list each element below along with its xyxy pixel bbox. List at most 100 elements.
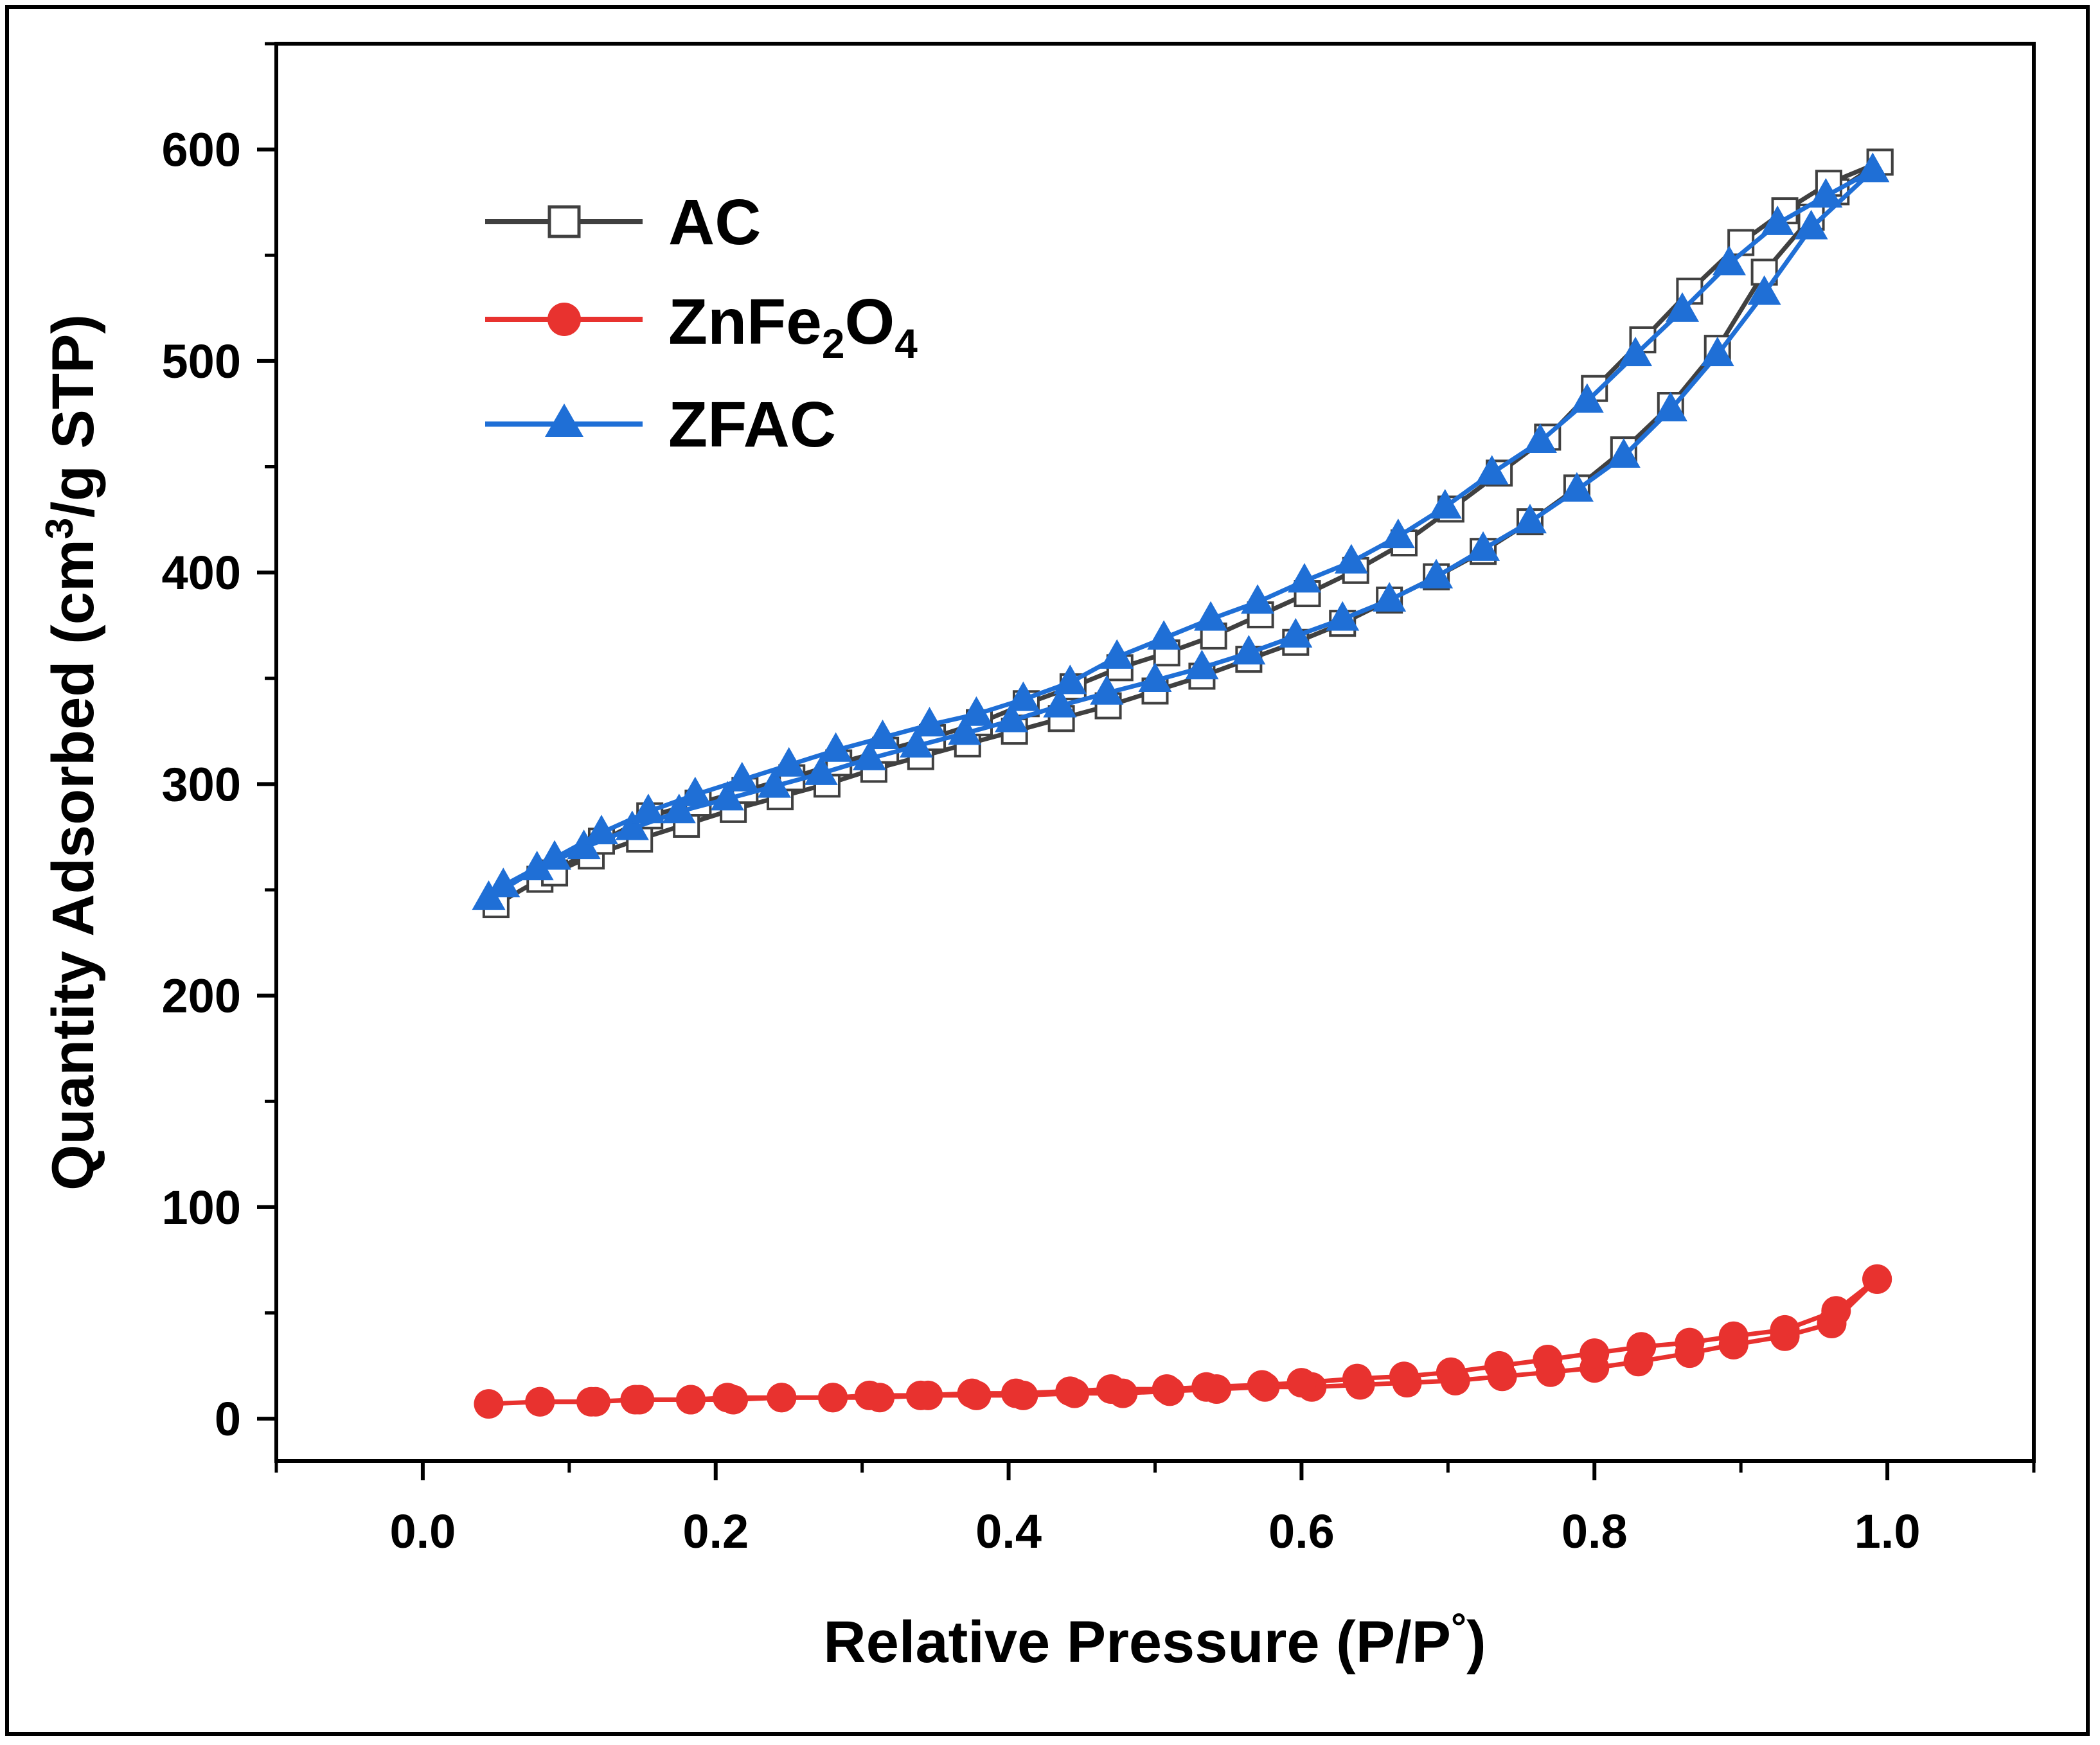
data-point-zfac-desorption — [1428, 489, 1462, 519]
legend-label-znfe2o4-main: ZnFe — [668, 286, 822, 358]
data-point-zfac-desorption — [772, 747, 806, 777]
data-point-znfe2o4-desorption — [1389, 1361, 1419, 1392]
y-axis-title: Quantity Adsorbed (cm3/g STP) — [38, 314, 106, 1191]
figure-frame — [5, 5, 2090, 1736]
y-axis-title-tail: /g STP) — [40, 314, 106, 518]
data-point-zfac-desorption — [1287, 563, 1321, 593]
data-point-znfe2o4-adsorption — [474, 1389, 504, 1419]
data-point-zfac-adsorption — [1185, 650, 1219, 680]
data-point-znfe2o4-desorption — [576, 1386, 607, 1417]
data-point-zfac-adsorption — [1279, 617, 1313, 648]
data-point-zfac-adsorption — [1700, 337, 1734, 367]
data-point-zfac-desorption — [1006, 681, 1040, 711]
legend-label-znfe2o4-mid: O — [844, 286, 894, 358]
y-axis-title-superscript: 3 — [38, 518, 81, 539]
y-tick-label: 600 — [162, 123, 241, 177]
y-tick-label: 200 — [162, 970, 241, 1023]
data-point-znfe2o4-desorption — [676, 1385, 706, 1415]
series-zfac — [472, 152, 1890, 910]
x-axis-title-main: Relative Pressure (P/P — [823, 1609, 1451, 1675]
data-point-znfe2o4-desorption — [1152, 1374, 1182, 1404]
legend-label-ac: AC — [668, 186, 761, 258]
data-point-zfac-adsorption — [1466, 531, 1500, 561]
data-point-znfe2o4-desorption — [1096, 1374, 1126, 1404]
data-point-zfac-desorption — [1712, 245, 1746, 276]
data-point-zfac-adsorption — [1373, 581, 1407, 612]
data-point-zfac-desorption — [866, 719, 900, 749]
data-point-zfac-desorption — [1475, 455, 1509, 485]
legend-entry-znfe2o4: ZnFe2O4 — [485, 286, 918, 367]
data-point-zfac-adsorption — [1747, 275, 1781, 305]
data-point-zfac-adsorption — [757, 768, 791, 798]
data-point-zfac-adsorption — [995, 702, 1029, 732]
data-point-zfac-desorption — [1809, 178, 1843, 208]
data-point-znfe2o4-desorption — [1191, 1372, 1222, 1402]
data-point-znfe2o4-desorption — [1533, 1344, 1563, 1374]
y-tick-label: 100 — [162, 1181, 241, 1234]
data-point-zfac-desorption — [725, 761, 759, 792]
data-point-zfac-desorption — [486, 867, 521, 898]
x-tick-label: 0.2 — [682, 1505, 749, 1558]
data-point-znfe2o4-desorption — [525, 1386, 555, 1417]
data-point-zfac-desorption — [959, 696, 993, 726]
axis-ticks: 0.0 0.2 0.4 0.6 0.8 1.0 0 100 200 300 400 500 600 — [162, 42, 2036, 1558]
data-point-zfac-adsorption — [567, 829, 601, 860]
data-point-zfac-adsorption — [662, 793, 696, 824]
data-point-zfac-desorption — [584, 815, 618, 845]
data-point-zfac-adsorption — [1090, 675, 1124, 705]
data-point-znfe2o4-desorption — [818, 1383, 848, 1413]
data-point-znfe2o4-desorption — [905, 1380, 936, 1410]
y-tick-label: 300 — [162, 757, 241, 811]
data-point-zfac-adsorption — [520, 851, 554, 881]
data-point-zfac-desorption — [538, 840, 572, 870]
data-point-znfe2o4-desorption — [1718, 1321, 1749, 1351]
x-axis-title-superscript: ° — [1451, 1606, 1466, 1649]
data-point-znfe2o4-desorption — [767, 1383, 797, 1413]
legend-marker-ac — [547, 205, 581, 238]
data-point-znfe2o4-desorption — [1436, 1357, 1466, 1387]
data-point-znfe2o4-desorption — [1862, 1264, 1892, 1294]
data-point-zfac-desorption — [1523, 423, 1557, 453]
data-point-zfac-adsorption — [710, 781, 744, 811]
data-point-zfac-desorption — [1761, 205, 1795, 235]
legend-label-zfac: ZFAC — [668, 389, 836, 461]
legend-label-znfe2o4: ZnFe2O4 — [668, 286, 918, 367]
data-point-zfac-desorption — [1147, 620, 1181, 650]
data-point-zfac-adsorption — [899, 728, 933, 758]
data-point-zfac-desorption — [1194, 601, 1228, 631]
legend-label-ac-main: AC — [668, 186, 761, 258]
data-point-znfe2o4-desorption — [1001, 1378, 1031, 1408]
data-point-znfe2o4-desorption — [1286, 1368, 1317, 1398]
data-point-zfac-adsorption — [1138, 662, 1172, 693]
data-point-zfac-desorption — [1856, 152, 1890, 182]
x-tick-label: 0.4 — [975, 1505, 1042, 1558]
data-point-zfac-adsorption — [853, 740, 887, 770]
data-point-zfac-adsorption — [1513, 504, 1547, 534]
y-tick-label: 500 — [162, 335, 241, 388]
data-point-zfac-adsorption — [804, 755, 838, 785]
data-point-zfac-adsorption — [1326, 601, 1360, 631]
x-tick-label: 0.0 — [389, 1505, 456, 1558]
y-tick-label: 400 — [162, 546, 241, 599]
data-point-zfac-adsorption — [1232, 635, 1266, 665]
data-point-zfac-adsorption — [1606, 438, 1641, 468]
data-point-zfac-desorption — [1053, 664, 1087, 695]
data-point-zfac-adsorption — [1560, 472, 1594, 502]
legend-label-zfac-main: ZFAC — [668, 389, 836, 461]
data-point-zfac-desorption — [1241, 584, 1275, 614]
data-point-znfe2o4-desorption — [712, 1383, 742, 1413]
data-point-znfe2o4-desorption — [1342, 1363, 1373, 1394]
data-point-znfe2o4-desorption — [1579, 1338, 1610, 1369]
data-point-zfac-desorption — [631, 793, 665, 824]
y-tick-label: 0 — [215, 1392, 241, 1446]
data-point-znfe2o4-desorption — [1247, 1370, 1277, 1400]
data-point-zfac-adsorption — [1653, 391, 1687, 421]
series-znfe2o4 — [474, 1264, 1892, 1419]
data-point-znfe2o4-desorption — [1055, 1376, 1085, 1406]
data-point-znfe2o4-desorption — [1821, 1296, 1851, 1326]
x-tick-label: 0.8 — [1562, 1505, 1628, 1558]
data-point-zfac-desorption — [1334, 544, 1368, 574]
data-point-zfac-adsorption — [1043, 687, 1077, 718]
data-point-zfac-adsorption — [615, 810, 649, 840]
